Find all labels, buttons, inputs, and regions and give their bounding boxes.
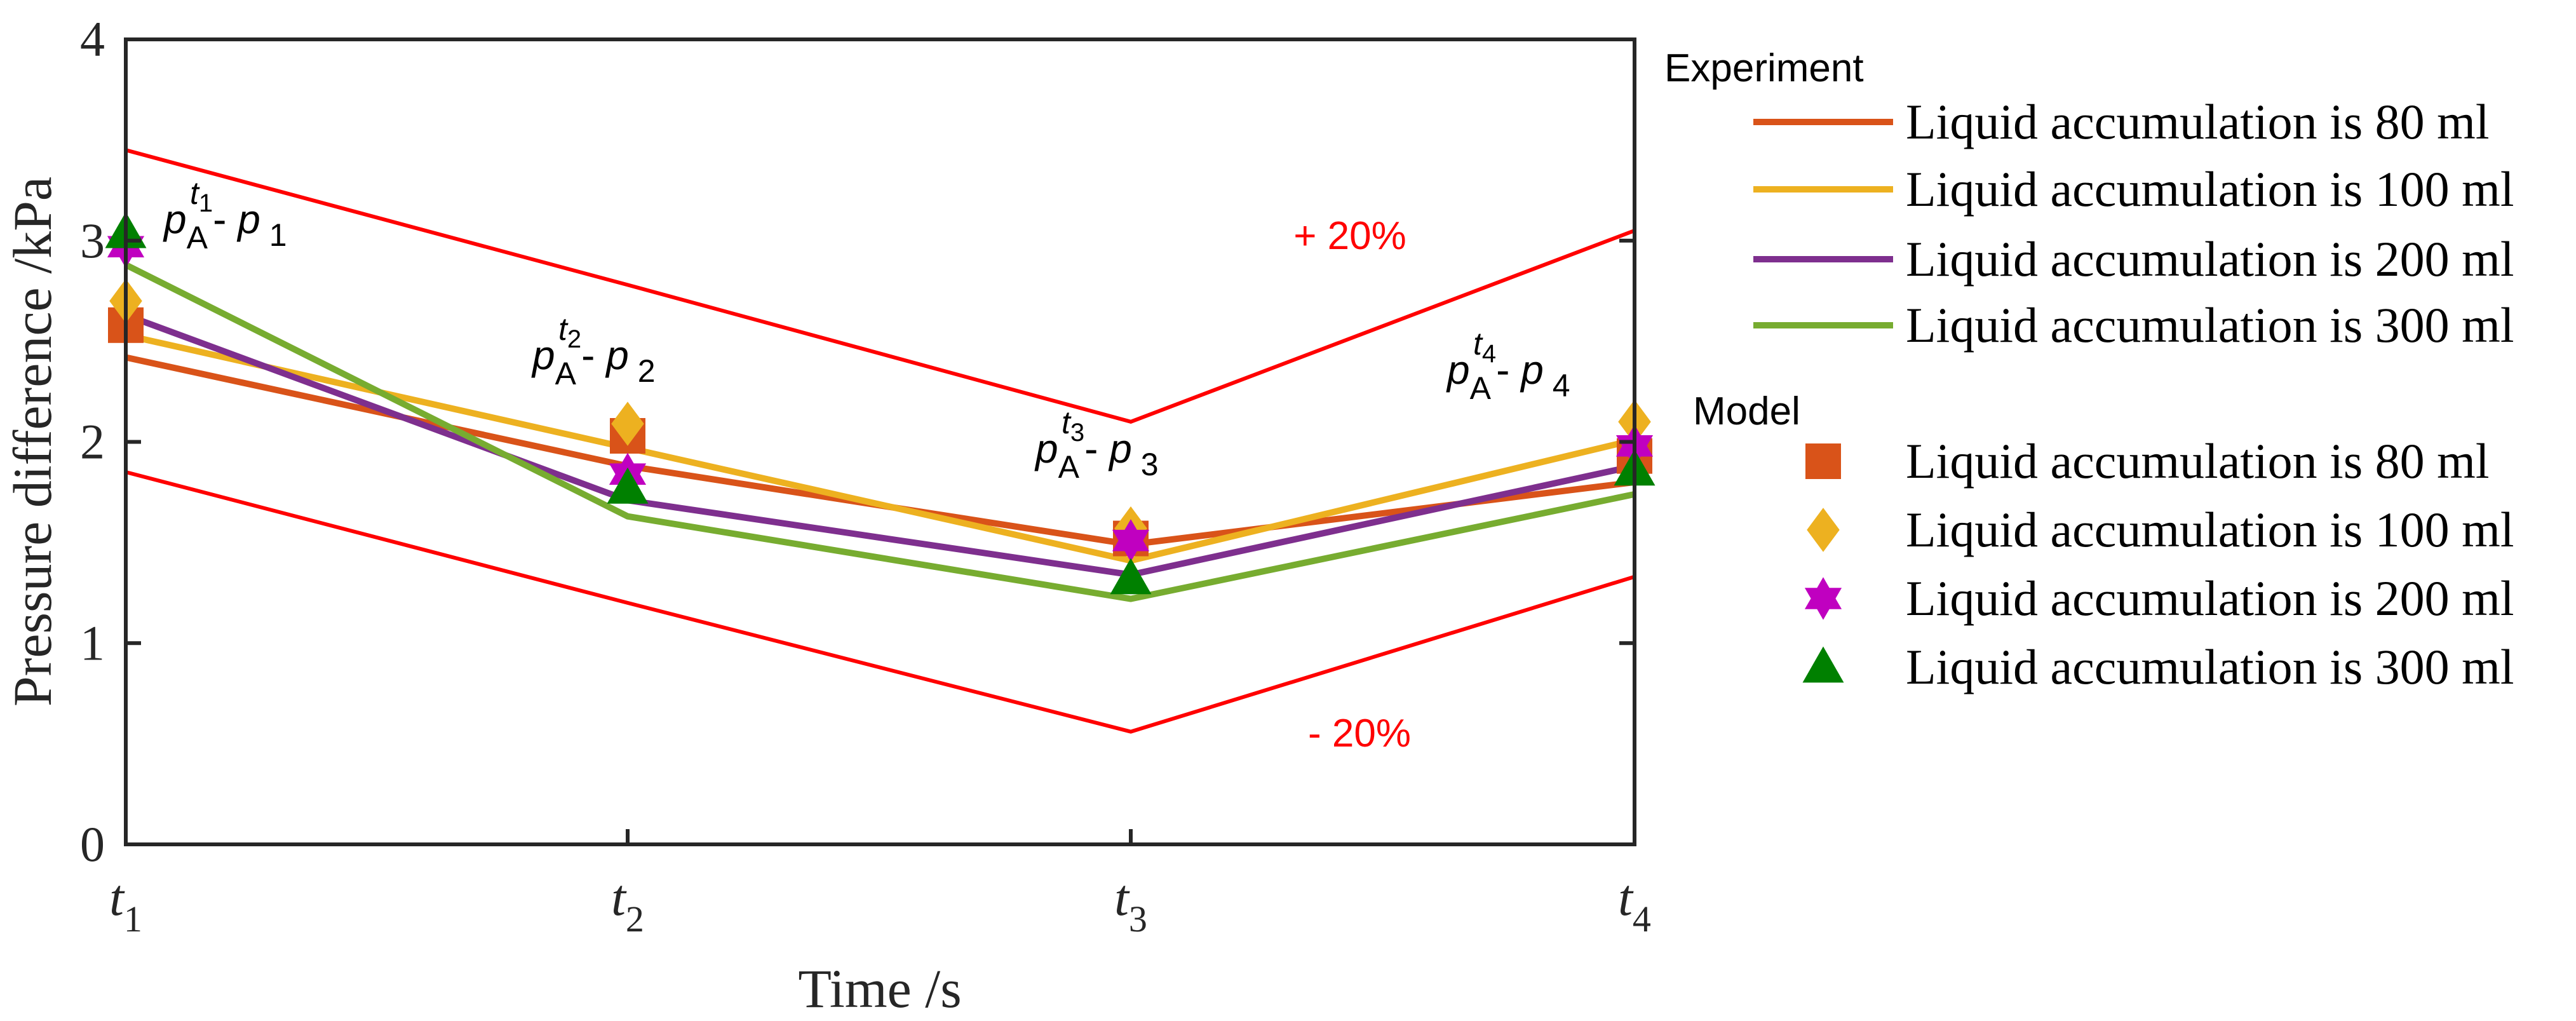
legend-experiment-label-1: Liquid accumulation is 80 ml [1906, 94, 2490, 149]
annotation-4: pAt4- p 4 [1446, 326, 1570, 406]
ticks-layer [124, 37, 1636, 846]
x-axis-label: Time /s [798, 958, 961, 1019]
x-tick-labels: t1 t2 t3 t4 [109, 869, 1651, 940]
legend-experiment-label-3: Liquid accumulation is 200 ml [1906, 231, 2514, 287]
bound-label-lower: - 20% [1308, 712, 1411, 755]
legend-model-marker-1 [1805, 443, 1841, 479]
legend-model-heading: Model [1693, 389, 1800, 433]
y-tick-label: 1 [80, 615, 105, 670]
series-layer [124, 262, 1636, 602]
legend-experiment-label-4: Liquid accumulation is 300 ml [1906, 297, 2514, 353]
experiment-line-4 [124, 262, 1636, 602]
y-tick-label: 0 [80, 816, 105, 872]
annotations-layer: pAt1- p 1 pAt2- p 2 pAt3- p 3 pAt4- p 4 [163, 175, 1570, 485]
annotation-1: pAt1- p 1 [163, 175, 287, 255]
model-point-3-3 [1112, 519, 1150, 562]
legend-model-label-4: Liquid accumulation is 300 ml [1906, 639, 2514, 694]
x-tick-label: t1 [109, 869, 142, 940]
legend-model-marker-4 [1802, 646, 1844, 683]
markers-layer [105, 212, 1656, 595]
model-point-2-2 [611, 402, 644, 446]
legend-model-label-1: Liquid accumulation is 80 ml [1906, 433, 2490, 489]
annotation-2: pAt2- p 2 [531, 311, 656, 391]
annotation-3: pAt3- p 3 [1034, 405, 1159, 485]
legend-model-label-2: Liquid accumulation is 100 ml [1906, 502, 2514, 557]
y-tick-label: 4 [80, 11, 105, 67]
x-tick-label: t4 [1618, 869, 1651, 940]
legend: Experiment Liquid accumulation is 80 ml Li… [1664, 46, 2514, 694]
lower-bound-line [125, 470, 1635, 734]
y-tick-labels: 0 1 2 3 4 [80, 11, 105, 872]
y-axis-label: Pressure difference /kPa [2, 177, 63, 707]
y-tick-label: 3 [80, 213, 105, 268]
legend-model-label-3: Liquid accumulation is 200 ml [1906, 571, 2514, 626]
legend-model-marker-3 [1804, 577, 1842, 620]
bounds-layer [125, 148, 1636, 734]
legend-experiment-label-2: Liquid accumulation is 100 ml [1906, 161, 2514, 217]
x-tick-label: t3 [1114, 869, 1147, 940]
upper-bound-line [125, 148, 1636, 424]
bound-label-upper: + 20% [1293, 214, 1406, 258]
x-tick-label: t2 [611, 869, 644, 940]
legend-model-marker-2 [1807, 508, 1840, 552]
model-point-4-3 [1110, 558, 1152, 595]
model-point-4-2 [607, 467, 649, 504]
legend-experiment-heading: Experiment [1664, 46, 1864, 90]
y-tick-label: 2 [80, 414, 105, 470]
experiment-line-3 [125, 312, 1636, 578]
